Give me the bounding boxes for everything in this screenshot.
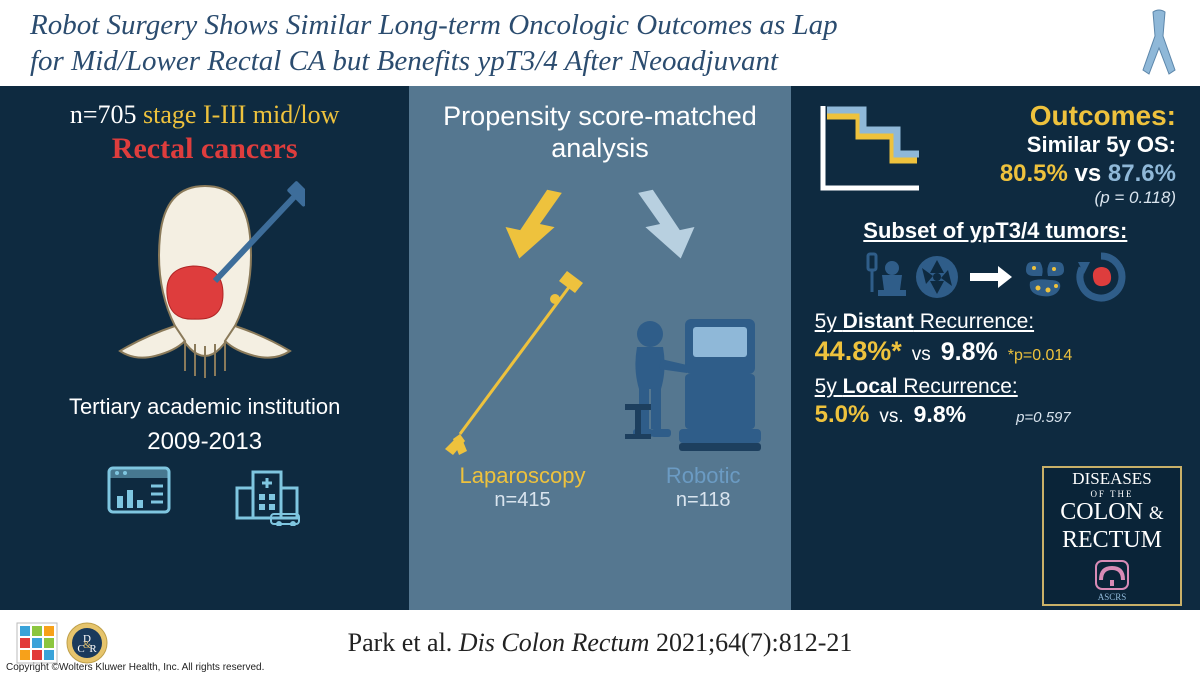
n-value: n=705 (70, 100, 137, 129)
dcr-logo-icon: D C R & (66, 622, 108, 664)
distant-lap: 44.8%* (815, 336, 902, 367)
similar-os-label: Similar 5y OS: (925, 132, 1176, 158)
citation-journal: Dis Colon Rectum (459, 628, 650, 657)
local-recurrence: 5y Local Recurrence: 5.0% vs. 9.8% p=0.5… (815, 375, 1176, 429)
institution-icons (107, 466, 303, 526)
robotic-console-icon (615, 289, 765, 459)
badge-amp: & (1149, 503, 1164, 524)
arrow-down-lap-icon (505, 183, 565, 263)
badge-rectum: RECTUM (1062, 527, 1162, 555)
local-lap: 5.0% (815, 401, 870, 429)
robotic-label: Robotic n=118 (666, 463, 741, 512)
publisher-logo-icon (16, 622, 58, 664)
laparoscopy-icon (435, 269, 585, 459)
distant-title: 5y Distant Recurrence: (815, 310, 1176, 334)
distant-recurrence: 5y Distant Recurrence: 44.8%* vs 9.8% *p… (815, 310, 1176, 367)
svg-text:&: & (83, 640, 91, 651)
subset-icons (815, 252, 1176, 302)
population-panel: n=705 stage I-III mid/low Rectal cancers… (14, 86, 395, 610)
title-header: Robot Surgery Shows Similar Long-term On… (0, 0, 1200, 86)
lap-label-text: Laparoscopy (460, 463, 586, 488)
copyright-text: Copyright ©Wolters Kluwer Health, Inc. A… (6, 662, 264, 673)
mid-labels: Laparoscopy n=415 Robotic n=118 (419, 463, 780, 512)
arrows-row (505, 183, 695, 263)
distant-vs: vs (912, 344, 931, 366)
colon-logo-icon (1095, 560, 1129, 590)
methods-panel: Propensity score-matched analysis (409, 86, 790, 610)
rectal-anatomy-icon (105, 176, 305, 386)
local-vs: vs. (879, 406, 903, 428)
outcomes-panel: Outcomes: Similar 5y OS: 80.5% vs 87.6% … (805, 86, 1186, 610)
local-p: p=0.597 (1016, 409, 1071, 426)
dashboard-icon (107, 466, 171, 520)
os-pvalue: (p = 0.118) (925, 188, 1176, 208)
recurrence-icon (1076, 252, 1126, 302)
distant-rob: 9.8% (941, 338, 998, 367)
rob-n: n=118 (666, 489, 741, 512)
badge-society: ASCRS (1098, 592, 1127, 602)
population-line: n=705 stage I-III mid/low (70, 100, 340, 130)
years-text: 2009-2013 (147, 428, 262, 456)
badge-diseases: DISEASES (1072, 469, 1151, 489)
radiation-icon (914, 254, 960, 300)
local-rob: 9.8% (914, 401, 966, 428)
citation-authors: Park et al. (348, 628, 459, 657)
citation-ref: 2021;64(7):812-21 (649, 628, 852, 657)
arrow-right-icon (968, 264, 1014, 290)
os-lap: 80.5% (1000, 160, 1068, 187)
survival-curve-icon (815, 100, 925, 195)
diagnosis-text: Rectal cancers (112, 132, 298, 166)
outcomes-text: Outcomes: Similar 5y OS: 80.5% vs 87.6% … (925, 100, 1176, 208)
methods-title: Propensity score-matched analysis (419, 100, 780, 165)
os-vs: vs (1075, 160, 1102, 187)
tools-row (419, 269, 780, 459)
arrow-down-robot-icon (635, 183, 695, 263)
distant-p: *p=0.014 (1008, 347, 1073, 365)
os-values: 80.5% vs 87.6% (925, 160, 1176, 188)
title-text: Robot Surgery Shows Similar Long-term On… (30, 7, 1128, 80)
footer: D C R & Park et al. Dis Colon Rectum 202… (0, 610, 1200, 675)
metastasis-icon (1022, 254, 1068, 300)
rob-label-text: Robotic (666, 463, 741, 488)
journal-badge: DISEASES OF THE COLON & RECTUM ASCRS (1042, 466, 1182, 606)
stage-text: stage I-III mid/low (143, 100, 339, 129)
hospital-icon (231, 466, 303, 526)
badge-colon: COLON (1060, 499, 1143, 525)
local-title: 5y Local Recurrence: (815, 375, 1176, 399)
outcomes-header-row: Outcomes: Similar 5y OS: 80.5% vs 87.6% … (815, 100, 1176, 208)
lap-n: n=415 (460, 489, 586, 512)
local-values: 5.0% vs. 9.8% p=0.597 (815, 401, 1176, 429)
main-panels: n=705 stage I-III mid/low Rectal cancers… (0, 86, 1200, 610)
institution-text: Tertiary academic institution (69, 394, 340, 420)
subset-label: Subset of ypT3/4 tumors: (815, 218, 1176, 244)
footer-logos: D C R & (16, 622, 108, 664)
chemo-icon (864, 252, 906, 302)
awareness-ribbon-icon (1138, 8, 1180, 78)
citation: Park et al. Dis Colon Rectum 2021;64(7):… (348, 628, 853, 658)
distant-values: 44.8%* vs 9.8% *p=0.014 (815, 336, 1176, 367)
title-line-2: for Mid/Lower Rectal CA but Benefits ypT… (30, 45, 778, 77)
os-rob: 87.6% (1108, 160, 1176, 187)
title-line-1: Robot Surgery Shows Similar Long-term On… (30, 9, 838, 41)
badge-ofthe: OF THE (1090, 489, 1133, 499)
laparoscopy-label: Laparoscopy n=415 (460, 463, 586, 512)
outcomes-title: Outcomes: (925, 100, 1176, 132)
